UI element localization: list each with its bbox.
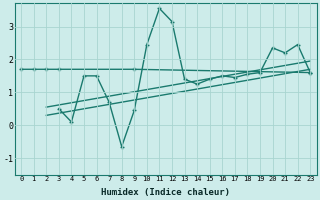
X-axis label: Humidex (Indice chaleur): Humidex (Indice chaleur)	[101, 188, 230, 197]
